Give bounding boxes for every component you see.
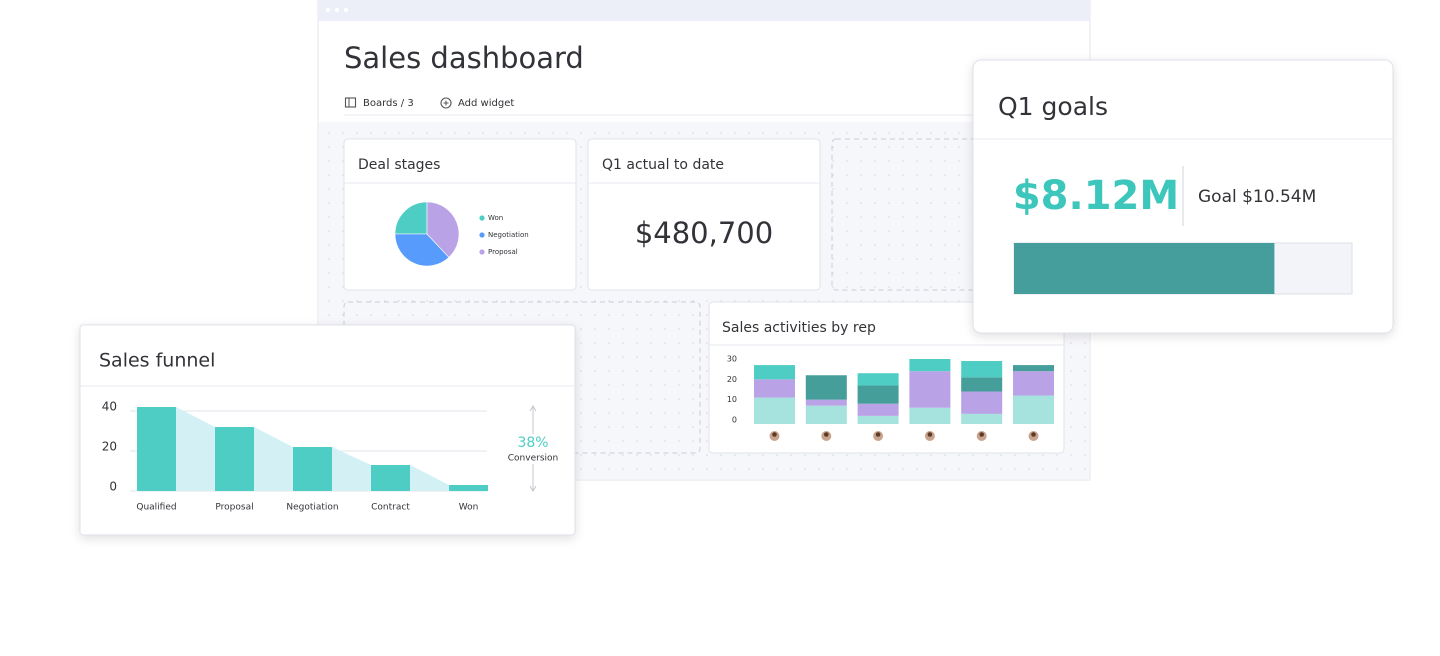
card-title: Deal stages	[358, 157, 440, 173]
bar-segment	[857, 385, 899, 404]
funnel-area	[176, 407, 215, 491]
x-tick-label: Won	[459, 503, 479, 513]
bar-segment	[909, 407, 951, 424]
legend-swatch	[479, 232, 485, 238]
rep-avatar-face	[979, 432, 984, 437]
funnel-area	[254, 427, 293, 491]
rep-avatar-face	[927, 432, 933, 437]
rep-avatar-face	[824, 432, 829, 437]
y-tick-label: 0	[109, 480, 117, 494]
pie-slice	[426, 201, 460, 258]
toolbar-boards[interactable]: Boards / 3	[363, 98, 414, 109]
bar-segment	[754, 379, 795, 398]
pie-slice	[394, 201, 428, 235]
bar-segment	[857, 373, 899, 386]
y-tick-label: 30	[727, 355, 737, 364]
pie-chart: Won Negotiation Proposal	[394, 201, 529, 267]
bar	[293, 447, 332, 491]
x-tick-label: Contract	[371, 503, 410, 513]
bar	[215, 427, 254, 491]
legend-label: Proposal	[488, 248, 518, 256]
kpi-value: $480,700	[635, 216, 773, 250]
bar-segment	[857, 415, 899, 424]
x-tick-label: Qualified	[136, 503, 176, 513]
card-title: Q1 actual to date	[602, 157, 724, 173]
legend-swatch	[479, 249, 485, 255]
q1-goals-card: Q1 goals $8.12M Goal $10.54M	[972, 59, 1394, 334]
rep-avatar-face	[1031, 432, 1036, 437]
legend-label: Negotiation	[488, 231, 529, 239]
card-title: Sales activities by rep	[722, 320, 876, 336]
legend-label: Won	[488, 214, 503, 222]
legend-swatch	[479, 215, 485, 221]
bar	[371, 465, 410, 491]
bar-segment	[1013, 365, 1054, 372]
rep-avatar-face	[875, 432, 881, 437]
bar-segment	[961, 361, 1003, 378]
progress-chart: $8.12M Goal $10.54M	[1013, 173, 1353, 295]
bar-segment	[961, 413, 1003, 424]
card-title: Q1 goals	[998, 92, 1108, 121]
annotation-bg	[505, 434, 561, 464]
bar-segment	[857, 403, 899, 416]
y-tick-label: 20	[102, 440, 117, 454]
x-tick-label: Negotiation	[286, 503, 338, 513]
x-tick-label: Proposal	[215, 503, 253, 513]
stacked-bar-chart: 0 10 20 30	[727, 355, 1054, 441]
bar-segment	[805, 375, 847, 400]
bar	[137, 407, 176, 491]
goal-target: Goal $10.54M	[1198, 187, 1316, 207]
funnel-chart: 0 20 40 Qualified Proposal Negotiation Contrac…	[102, 400, 561, 513]
card-title: Sales funnel	[99, 350, 215, 372]
pie-slice	[394, 233, 450, 267]
y-tick-label: 10	[727, 395, 737, 404]
sales-funnel-card: Sales funnel 0 20 40 Qualified Proposal Negot…	[79, 324, 576, 536]
bar-segment	[805, 405, 847, 424]
funnel-area	[410, 465, 449, 491]
funnel-area	[332, 447, 371, 491]
toolbar-add-widget[interactable]: Add widget	[458, 98, 514, 109]
progress-fill	[1014, 243, 1275, 294]
bar-segment	[909, 359, 951, 372]
bar-segment	[754, 397, 795, 424]
goal-value: $8.12M	[1013, 173, 1179, 219]
y-tick-label: 20	[727, 375, 737, 384]
annotation-value: 38%	[517, 435, 548, 451]
bar-segment	[1013, 371, 1054, 396]
annotation-label: Conversion	[508, 454, 558, 464]
bar	[449, 485, 488, 491]
bar-segment	[805, 399, 847, 406]
bar-segment	[909, 371, 951, 408]
arrow-head	[529, 405, 537, 492]
dashboard-title: Sales dashboard	[344, 41, 584, 75]
bar-segment	[961, 377, 1003, 392]
bar-segment	[961, 391, 1003, 414]
y-tick-label: 40	[102, 400, 117, 414]
rep-avatar-face	[772, 432, 777, 437]
bar-segment	[754, 365, 795, 380]
bar-segment	[1013, 395, 1054, 424]
y-tick-label: 0	[732, 416, 737, 425]
